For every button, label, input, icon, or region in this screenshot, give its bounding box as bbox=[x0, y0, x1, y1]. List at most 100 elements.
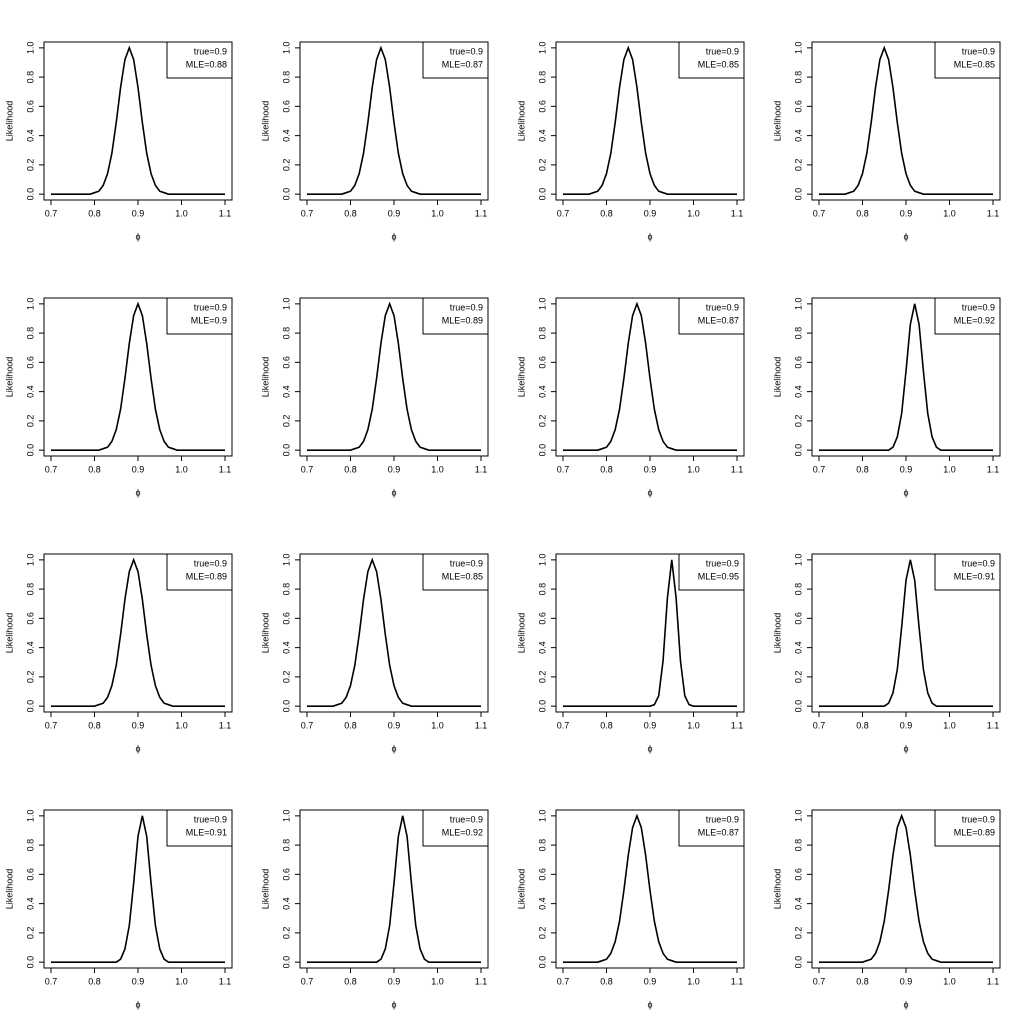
y-axis-label: Likelihood bbox=[772, 101, 782, 142]
y-tick-label: 0.6 bbox=[25, 868, 35, 881]
y-tick-label: 0.0 bbox=[537, 956, 547, 969]
panel: 0.7 0.8 0.9 1.0 1.1 0.0 0.2 0.4 0.6 0.8 1.0 ϕ Likeli… bbox=[772, 809, 1001, 1009]
x-tick-label: 0.9 bbox=[132, 208, 145, 218]
y-tick-label: 0.0 bbox=[281, 700, 291, 713]
x-tick-label: 0.9 bbox=[388, 464, 401, 474]
y-axis-label: Likelihood bbox=[4, 613, 14, 654]
panel: 0.7 0.8 0.9 1.0 1.1 0.0 0.2 0.4 0.6 0.8 1.0 ϕ Likeli… bbox=[516, 809, 745, 1009]
y-tick-label: 0.6 bbox=[25, 612, 35, 625]
y-tick-label: 0.8 bbox=[25, 583, 35, 596]
y-tick-label: 0.2 bbox=[537, 927, 547, 940]
x-tick-label: 0.8 bbox=[88, 464, 101, 474]
x-tick-label: 1.1 bbox=[731, 720, 744, 730]
y-tick-label: 1.0 bbox=[537, 810, 547, 823]
y-tick-label: 0.4 bbox=[25, 129, 35, 142]
x-tick-label: 0.9 bbox=[900, 208, 913, 218]
x-tick-label: 1.0 bbox=[943, 720, 956, 730]
likelihood-curve bbox=[50, 45, 226, 195]
x-tick-label: 0.8 bbox=[856, 464, 869, 474]
y-axis-label: Likelihood bbox=[772, 357, 782, 398]
y-tick-label: 0.0 bbox=[793, 188, 803, 201]
y-axis-label: Likelihood bbox=[260, 869, 270, 910]
y-tick-label: 1.0 bbox=[537, 554, 547, 567]
x-tick-label: 0.9 bbox=[388, 720, 401, 730]
y-tick-label: 0.6 bbox=[537, 868, 547, 881]
y-tick-label: 0.4 bbox=[537, 129, 547, 142]
x-axis-label: ϕ bbox=[135, 487, 140, 497]
y-tick-label: 0.2 bbox=[281, 671, 291, 684]
y-tick-label: 0.6 bbox=[281, 100, 291, 113]
likelihood-curve bbox=[562, 813, 738, 963]
x-tick-label: 0.9 bbox=[900, 976, 913, 986]
legend-text: true=0.9 bbox=[450, 558, 483, 568]
legend-text: true=0.9 bbox=[706, 558, 739, 568]
panel: 0.7 0.8 0.9 1.0 1.1 0.0 0.2 0.4 0.6 0.8 1.0 ϕ Likeli… bbox=[516, 553, 745, 753]
likelihood-curve bbox=[306, 301, 482, 451]
y-tick-label: 0.8 bbox=[793, 583, 803, 596]
y-tick-label: 0.4 bbox=[281, 129, 291, 142]
y-tick-label: 0.2 bbox=[537, 671, 547, 684]
legend-box bbox=[166, 41, 233, 79]
y-tick-label: 0.4 bbox=[281, 641, 291, 654]
x-tick-label: 1.1 bbox=[219, 464, 232, 474]
panel: 0.7 0.8 0.9 1.0 1.1 0.0 0.2 0.4 0.6 0.8 1.0 ϕ Likeli… bbox=[4, 41, 233, 241]
legend-text: MLE=0.85 bbox=[954, 59, 995, 69]
legend-text: MLE=0.92 bbox=[442, 827, 483, 837]
x-tick-label: 0.8 bbox=[600, 720, 613, 730]
y-tick-label: 0.4 bbox=[281, 897, 291, 910]
x-tick-label: 0.7 bbox=[557, 208, 570, 218]
y-tick-label: 0.8 bbox=[793, 327, 803, 340]
x-tick-label: 1.0 bbox=[687, 976, 700, 986]
y-tick-label: 0.0 bbox=[793, 700, 803, 713]
y-tick-label: 0.8 bbox=[793, 839, 803, 852]
y-tick-label: 0.6 bbox=[793, 612, 803, 625]
x-tick-label: 0.8 bbox=[600, 208, 613, 218]
y-tick-label: 0.8 bbox=[25, 71, 35, 84]
x-tick-label: 0.9 bbox=[132, 720, 145, 730]
y-tick-label: 0.8 bbox=[793, 71, 803, 84]
x-tick-label: 0.7 bbox=[557, 464, 570, 474]
y-tick-label: 0.6 bbox=[281, 868, 291, 881]
likelihood-curve bbox=[562, 559, 738, 707]
legend-text: MLE=0.89 bbox=[186, 571, 227, 581]
x-tick-label: 0.7 bbox=[813, 208, 826, 218]
x-tick-label: 1.0 bbox=[175, 464, 188, 474]
x-tick-label: 0.9 bbox=[388, 208, 401, 218]
x-tick-label: 1.1 bbox=[475, 976, 488, 986]
legend-box bbox=[678, 809, 745, 847]
legend-box bbox=[166, 553, 233, 591]
y-tick-label: 0.6 bbox=[537, 100, 547, 113]
x-axis-label: ϕ bbox=[391, 487, 396, 497]
x-tick-label: 0.7 bbox=[45, 720, 58, 730]
x-tick-label: 0.7 bbox=[557, 720, 570, 730]
x-tick-label: 0.7 bbox=[813, 720, 826, 730]
likelihood-curve bbox=[818, 559, 994, 707]
y-tick-label: 0.8 bbox=[281, 839, 291, 852]
y-tick-label: 0.8 bbox=[281, 583, 291, 596]
legend-text: MLE=0.89 bbox=[442, 315, 483, 325]
x-tick-label: 1.1 bbox=[219, 976, 232, 986]
legend-text: MLE=0.87 bbox=[698, 315, 739, 325]
x-axis-label: ϕ bbox=[391, 743, 396, 753]
x-tick-label: 0.9 bbox=[132, 464, 145, 474]
y-axis-label: Likelihood bbox=[4, 869, 14, 910]
x-tick-label: 0.7 bbox=[557, 976, 570, 986]
y-tick-label: 1.0 bbox=[793, 810, 803, 823]
y-tick-label: 0.0 bbox=[537, 444, 547, 457]
legend-box bbox=[422, 809, 489, 847]
y-tick-label: 0.4 bbox=[25, 641, 35, 654]
legend-text: true=0.9 bbox=[450, 46, 483, 56]
y-axis-label: Likelihood bbox=[772, 869, 782, 910]
likelihood-curve bbox=[562, 301, 738, 451]
x-tick-label: 1.0 bbox=[687, 464, 700, 474]
x-tick-label: 0.9 bbox=[644, 208, 657, 218]
x-tick-label: 0.8 bbox=[344, 208, 357, 218]
y-axis-label: Likelihood bbox=[260, 357, 270, 398]
likelihood-curve bbox=[818, 303, 994, 451]
x-tick-label: 1.1 bbox=[731, 208, 744, 218]
y-tick-label: 0.6 bbox=[25, 100, 35, 113]
y-tick-label: 1.0 bbox=[281, 42, 291, 55]
y-axis-label: Likelihood bbox=[516, 869, 526, 910]
legend-text: MLE=0.87 bbox=[442, 59, 483, 69]
y-axis-label: Likelihood bbox=[260, 613, 270, 654]
